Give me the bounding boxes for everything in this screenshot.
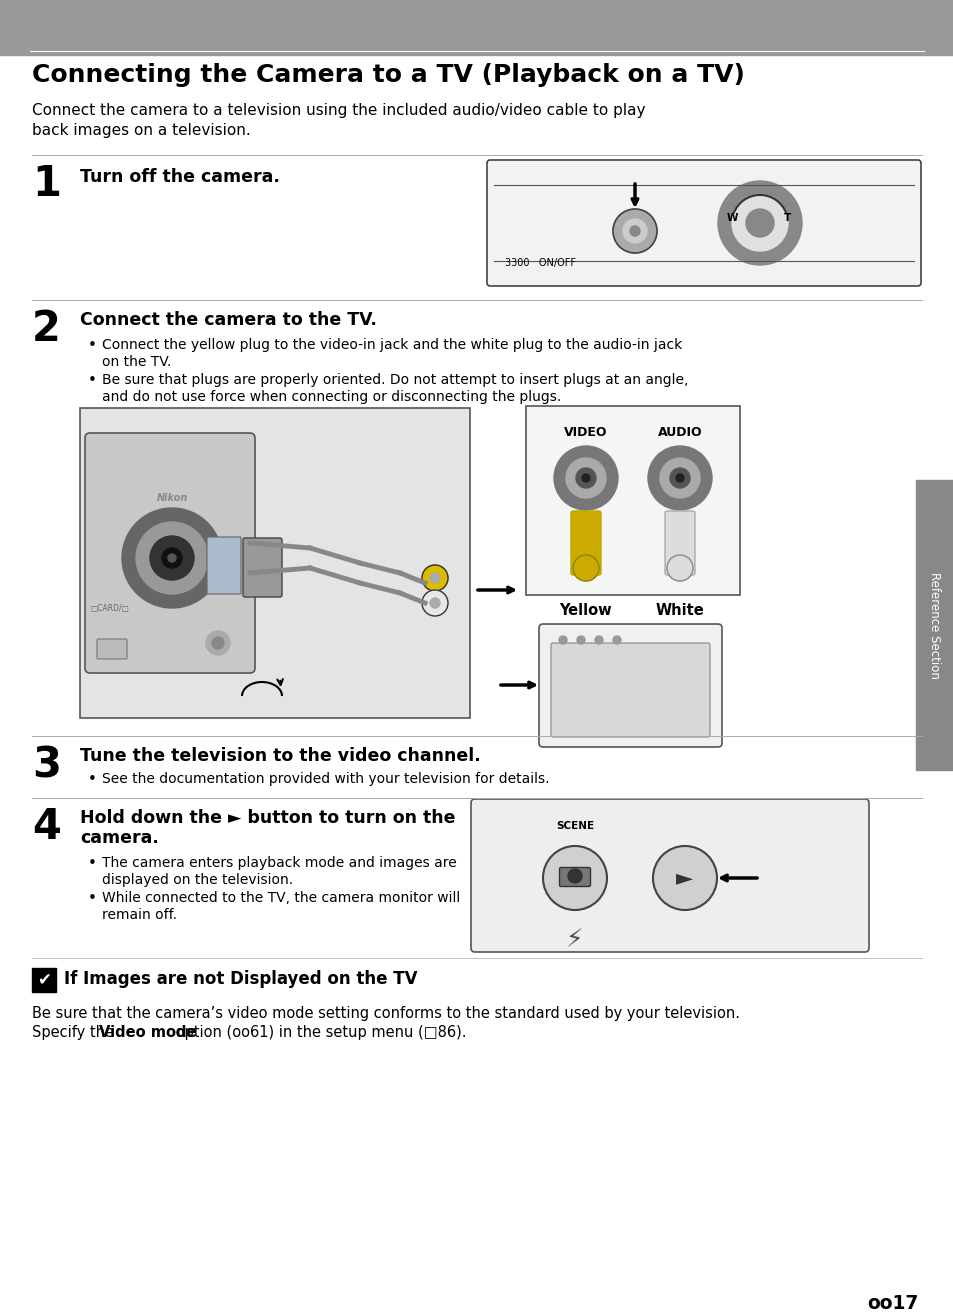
Circle shape xyxy=(206,631,230,654)
Circle shape xyxy=(150,536,193,579)
Circle shape xyxy=(421,565,448,591)
Text: Turn off the camera.: Turn off the camera. xyxy=(80,168,279,187)
Circle shape xyxy=(669,468,689,487)
Circle shape xyxy=(595,636,602,644)
Text: White: White xyxy=(655,603,703,618)
Text: Tune the television to the video channel.: Tune the television to the video channel… xyxy=(80,746,480,765)
Circle shape xyxy=(162,548,182,568)
Circle shape xyxy=(573,555,598,581)
Text: □CARD/□: □CARD/□ xyxy=(91,603,130,612)
Text: 3300   ON/OFF: 3300 ON/OFF xyxy=(504,258,576,268)
Circle shape xyxy=(542,846,606,911)
Text: If Images are not Displayed on the TV: If Images are not Displayed on the TV xyxy=(64,970,417,988)
Circle shape xyxy=(421,590,448,616)
Circle shape xyxy=(136,522,208,594)
Text: See the documentation provided with your television for details.: See the documentation provided with your… xyxy=(102,773,549,786)
Circle shape xyxy=(565,459,605,498)
Text: back images on a television.: back images on a television. xyxy=(32,124,251,138)
Text: Be sure that plugs are properly oriented. Do not attempt to insert plugs at an a: Be sure that plugs are properly oriented… xyxy=(102,373,688,388)
Circle shape xyxy=(212,637,224,649)
FancyBboxPatch shape xyxy=(80,409,470,717)
Circle shape xyxy=(581,474,589,482)
FancyBboxPatch shape xyxy=(85,434,254,673)
Text: ⚡: ⚡ xyxy=(566,928,583,953)
FancyBboxPatch shape xyxy=(486,160,920,286)
FancyBboxPatch shape xyxy=(97,639,127,660)
Text: Be sure that the camera’s video mode setting conforms to the standard used by yo: Be sure that the camera’s video mode set… xyxy=(32,1007,740,1021)
Text: 3: 3 xyxy=(32,744,61,786)
FancyBboxPatch shape xyxy=(32,968,56,992)
Text: •: • xyxy=(88,338,97,353)
FancyBboxPatch shape xyxy=(558,867,590,887)
Circle shape xyxy=(652,846,717,911)
Circle shape xyxy=(622,219,646,243)
Text: W: W xyxy=(725,213,737,223)
Text: While connected to the TV, the camera monitor will: While connected to the TV, the camera mo… xyxy=(102,891,459,905)
FancyBboxPatch shape xyxy=(243,537,282,597)
Text: Connecting the Camera to a TV (Playback on a TV): Connecting the Camera to a TV (Playback … xyxy=(32,63,744,87)
Text: •: • xyxy=(88,891,97,905)
Text: Connect the yellow plug to the video-in jack and the white plug to the audio-in : Connect the yellow plug to the video-in … xyxy=(102,338,681,352)
Circle shape xyxy=(647,445,711,510)
Text: •: • xyxy=(88,773,97,787)
Circle shape xyxy=(745,209,773,237)
Bar xyxy=(915,480,953,770)
Text: 1: 1 xyxy=(32,163,61,205)
Text: •: • xyxy=(88,373,97,388)
Circle shape xyxy=(629,226,639,237)
Text: Video mode: Video mode xyxy=(99,1025,196,1039)
Circle shape xyxy=(577,636,584,644)
Circle shape xyxy=(554,445,618,510)
Text: on the TV.: on the TV. xyxy=(102,355,172,369)
Text: oo17: oo17 xyxy=(866,1294,918,1313)
FancyBboxPatch shape xyxy=(471,799,868,953)
Text: 2: 2 xyxy=(32,307,61,350)
Text: SCENE: SCENE xyxy=(556,821,594,830)
Text: •: • xyxy=(88,855,97,871)
FancyBboxPatch shape xyxy=(551,643,709,737)
Circle shape xyxy=(718,181,801,265)
Bar xyxy=(0,0,953,55)
FancyBboxPatch shape xyxy=(525,406,740,595)
Text: remain off.: remain off. xyxy=(102,908,177,922)
Text: T: T xyxy=(783,213,791,223)
Text: The camera enters playback mode and images are: The camera enters playback mode and imag… xyxy=(102,855,456,870)
Text: camera.: camera. xyxy=(80,829,159,848)
Text: Nikon: Nikon xyxy=(156,493,188,503)
Text: Connect the camera to the TV.: Connect the camera to the TV. xyxy=(80,311,376,328)
Circle shape xyxy=(430,598,439,608)
Text: Yellow: Yellow xyxy=(559,603,612,618)
Text: Hold down the ► button to turn on the: Hold down the ► button to turn on the xyxy=(80,809,455,827)
Text: Connect the camera to a television using the included audio/video cable to play: Connect the camera to a television using… xyxy=(32,102,645,118)
Circle shape xyxy=(430,573,439,583)
Text: and do not use force when connecting or disconnecting the plugs.: and do not use force when connecting or … xyxy=(102,390,560,403)
Text: Reference Section: Reference Section xyxy=(927,572,941,678)
Circle shape xyxy=(676,474,683,482)
Text: 4: 4 xyxy=(32,805,61,848)
Text: option (oo61) in the setup menu (□86).: option (oo61) in the setup menu (□86). xyxy=(171,1025,466,1039)
Circle shape xyxy=(567,869,581,883)
FancyBboxPatch shape xyxy=(538,624,721,746)
Text: Specify the: Specify the xyxy=(32,1025,118,1039)
Circle shape xyxy=(168,555,175,562)
Circle shape xyxy=(659,459,700,498)
Circle shape xyxy=(613,209,657,254)
FancyBboxPatch shape xyxy=(207,537,241,594)
FancyBboxPatch shape xyxy=(571,511,600,576)
Circle shape xyxy=(731,194,787,251)
FancyBboxPatch shape xyxy=(664,511,695,576)
Circle shape xyxy=(122,509,222,608)
Text: displayed on the television.: displayed on the television. xyxy=(102,872,293,887)
Text: ►: ► xyxy=(676,869,693,888)
Text: AUDIO: AUDIO xyxy=(657,426,701,439)
Circle shape xyxy=(613,636,620,644)
Circle shape xyxy=(558,636,566,644)
Text: ✔: ✔ xyxy=(37,971,51,989)
Circle shape xyxy=(666,555,692,581)
Text: VIDEO: VIDEO xyxy=(563,426,607,439)
Circle shape xyxy=(576,468,596,487)
